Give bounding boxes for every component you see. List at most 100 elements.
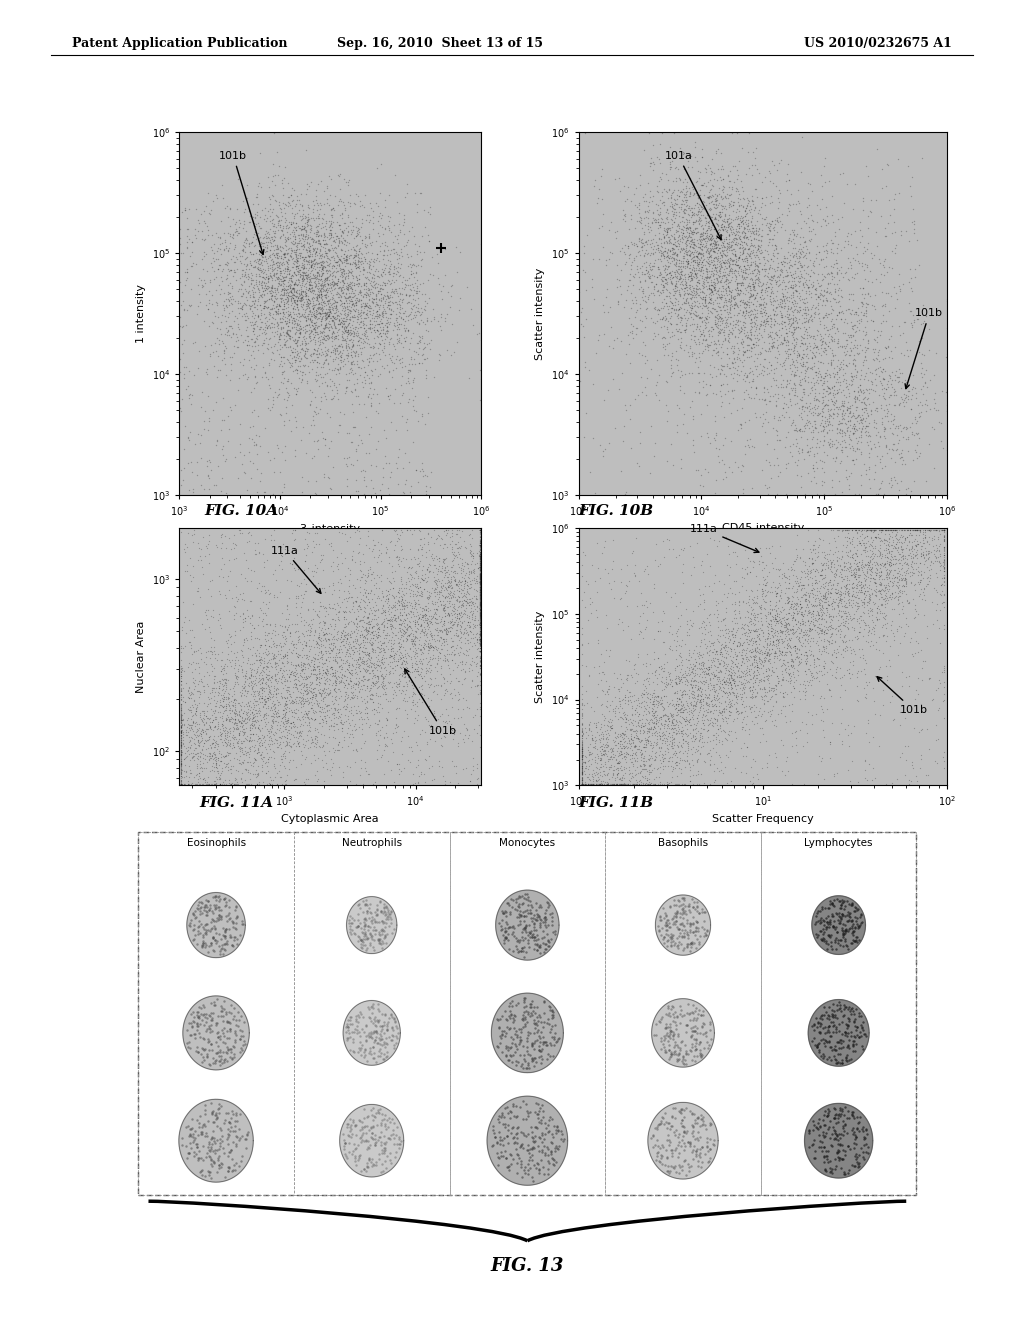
Point <box>181 912 198 933</box>
Point <box>698 700 715 721</box>
Point <box>679 671 695 692</box>
Point <box>810 635 826 656</box>
Point <box>517 900 534 921</box>
Point <box>885 537 901 558</box>
Point <box>938 484 954 506</box>
Point <box>172 744 188 766</box>
Point <box>591 731 607 752</box>
Point <box>871 271 888 292</box>
Point <box>345 1041 361 1063</box>
Point <box>718 228 734 249</box>
Point <box>906 210 923 231</box>
Point <box>267 269 284 290</box>
Point <box>258 211 274 232</box>
Point <box>726 358 742 379</box>
Point <box>808 194 824 215</box>
Point <box>809 573 825 594</box>
Point <box>857 1026 873 1047</box>
Point <box>309 430 326 451</box>
Point <box>364 322 380 343</box>
Point <box>524 1005 541 1026</box>
Point <box>831 995 848 1016</box>
Point <box>403 698 420 719</box>
Point <box>674 649 690 671</box>
Point <box>322 314 338 335</box>
Point <box>357 582 374 603</box>
Point <box>783 292 800 313</box>
Point <box>316 708 333 729</box>
Point <box>229 257 246 279</box>
Point <box>380 286 396 308</box>
Point <box>822 282 839 304</box>
Point <box>392 1130 409 1151</box>
Point <box>234 611 251 632</box>
Point <box>780 297 797 318</box>
Point <box>646 701 663 722</box>
Point <box>800 172 816 193</box>
Point <box>718 296 734 317</box>
Point <box>303 618 319 639</box>
Point <box>587 751 603 772</box>
Point <box>662 895 678 916</box>
Point <box>232 733 249 754</box>
Point <box>574 774 591 795</box>
Point <box>715 276 731 297</box>
Point <box>470 684 486 705</box>
Point <box>672 890 688 911</box>
Point <box>858 533 874 554</box>
Point <box>309 222 326 243</box>
Point <box>403 564 420 585</box>
Point <box>350 256 367 277</box>
Point <box>816 1045 833 1067</box>
Point <box>874 158 891 180</box>
Point <box>382 1111 398 1133</box>
Point <box>834 1052 850 1073</box>
Point <box>342 308 358 329</box>
Point <box>390 680 407 701</box>
Point <box>400 292 417 313</box>
Point <box>248 263 264 284</box>
Point <box>424 548 440 569</box>
Point <box>635 279 651 300</box>
Point <box>624 667 640 688</box>
Point <box>857 553 873 574</box>
Point <box>731 582 748 603</box>
Point <box>822 891 839 912</box>
Point <box>316 302 333 323</box>
Point <box>313 282 330 304</box>
Point <box>670 696 686 717</box>
Point <box>578 758 594 779</box>
Point <box>599 727 615 748</box>
Point <box>675 246 691 267</box>
Point <box>347 255 364 276</box>
Point <box>407 630 423 651</box>
Point <box>306 717 323 738</box>
Point <box>778 484 795 506</box>
Point <box>734 663 751 684</box>
Point <box>734 647 751 668</box>
Point <box>728 700 744 721</box>
Point <box>825 433 842 454</box>
Point <box>688 203 705 224</box>
Point <box>744 663 761 684</box>
Point <box>321 239 337 260</box>
Point <box>698 1118 715 1139</box>
Point <box>666 223 682 244</box>
Point <box>851 579 867 601</box>
Point <box>769 338 785 359</box>
Point <box>869 484 886 506</box>
Point <box>846 1122 862 1143</box>
Point <box>288 359 304 380</box>
Point <box>472 628 488 649</box>
Point <box>329 298 345 319</box>
Point <box>401 284 418 305</box>
Point <box>404 774 421 795</box>
Point <box>791 240 807 261</box>
Point <box>684 888 700 909</box>
Point <box>593 727 609 748</box>
Point <box>524 1048 541 1069</box>
Point <box>696 1115 713 1137</box>
Point <box>688 1038 705 1059</box>
Point <box>657 261 674 282</box>
Point <box>206 636 222 657</box>
